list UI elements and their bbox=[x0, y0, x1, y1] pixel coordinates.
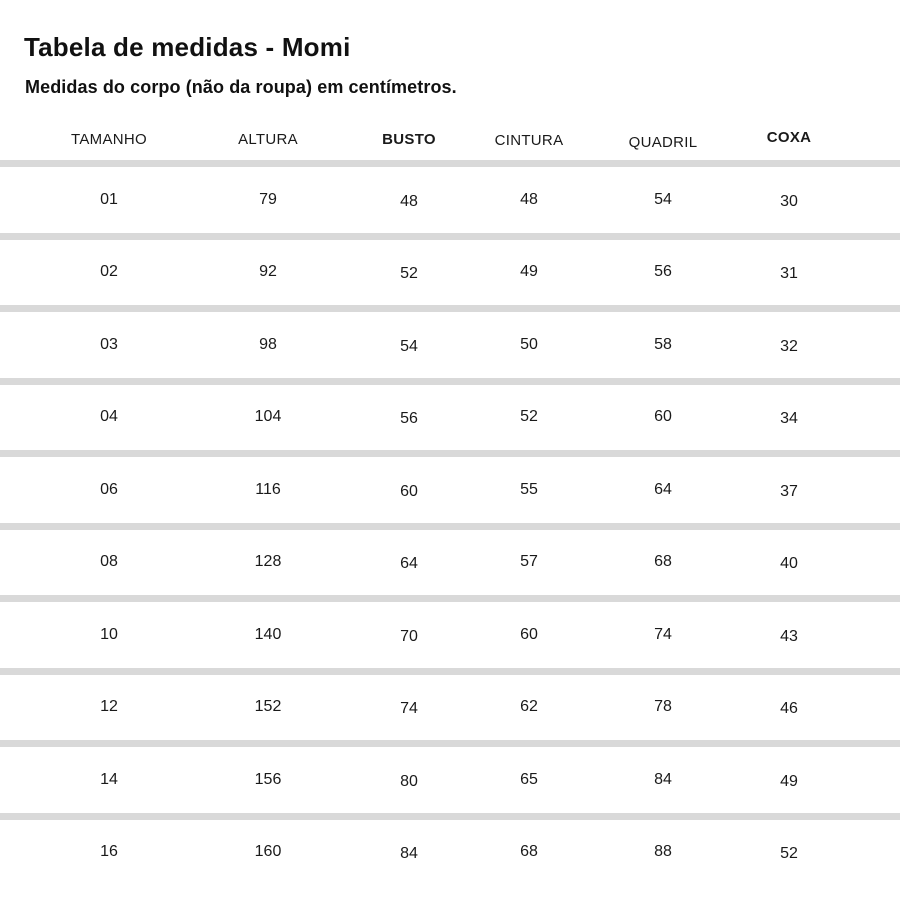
column-header-busto: BUSTO bbox=[382, 130, 436, 148]
table-row: 12 152 74 62 78 46 bbox=[0, 675, 900, 741]
table-cell: 84 bbox=[654, 770, 672, 788]
table-cell: 56 bbox=[654, 263, 672, 281]
table-cell: 48 bbox=[400, 192, 418, 210]
measurements-table: TAMANHO ALTURA BUSTO CINTURA QUADRIL COX… bbox=[0, 118, 900, 885]
table-cell: 57 bbox=[520, 553, 538, 571]
table-cell: 10 bbox=[100, 625, 118, 643]
table-row: 02 92 52 49 56 31 bbox=[0, 240, 900, 306]
row-divider bbox=[0, 305, 900, 312]
table-cell: 52 bbox=[520, 408, 538, 426]
table-cell: 80 bbox=[400, 772, 418, 790]
table-cell: 156 bbox=[254, 770, 282, 788]
table-cell: 60 bbox=[654, 408, 672, 426]
table-cell: 54 bbox=[654, 190, 672, 208]
table-row: 01 79 48 48 54 30 bbox=[0, 167, 900, 233]
table-cell: 56 bbox=[400, 410, 418, 428]
table-row: 03 98 54 50 58 32 bbox=[0, 312, 900, 378]
table-cell: 74 bbox=[400, 700, 418, 718]
row-divider bbox=[0, 377, 900, 385]
table-cell: 14 bbox=[100, 770, 118, 788]
table-cell: 31 bbox=[780, 265, 798, 283]
table-cell: 55 bbox=[520, 480, 538, 498]
column-header-cintura: CINTURA bbox=[494, 131, 564, 149]
row-divider bbox=[0, 740, 900, 747]
table-cell: 79 bbox=[259, 190, 277, 208]
table-cell: 49 bbox=[780, 772, 798, 790]
table-cell: 54 bbox=[400, 337, 418, 355]
row-divider bbox=[0, 160, 900, 167]
table-cell: 68 bbox=[520, 843, 538, 861]
table-row: 08 128 64 57 68 40 bbox=[0, 530, 900, 596]
table-cell: 140 bbox=[254, 625, 282, 643]
column-header-coxa: COXA bbox=[766, 128, 812, 146]
table-cell: 30 bbox=[780, 192, 798, 210]
table-cell: 04 bbox=[100, 408, 118, 426]
column-header-quadril: QUADRIL bbox=[628, 133, 698, 151]
table-row: 14 156 80 65 84 49 bbox=[0, 747, 900, 813]
table-cell: 50 bbox=[520, 335, 538, 353]
table-cell: 104 bbox=[254, 408, 282, 426]
table-cell: 52 bbox=[780, 845, 798, 863]
table-cell: 60 bbox=[400, 482, 418, 500]
table-cell: 12 bbox=[100, 698, 118, 716]
table-cell: 43 bbox=[780, 627, 798, 645]
table-cell: 60 bbox=[520, 625, 538, 643]
row-divider bbox=[0, 232, 900, 240]
table-row: 10 140 70 60 74 43 bbox=[0, 602, 900, 668]
row-divider bbox=[0, 595, 900, 602]
table-cell: 40 bbox=[780, 555, 798, 573]
table-cell: 116 bbox=[255, 480, 281, 498]
table-cell: 160 bbox=[254, 843, 282, 861]
table-cell: 128 bbox=[254, 553, 282, 571]
table-cell: 88 bbox=[654, 843, 672, 861]
table-header-row: TAMANHO ALTURA BUSTO CINTURA QUADRIL COX… bbox=[0, 118, 900, 160]
table-row: 06 116 60 55 64 37 bbox=[0, 457, 900, 523]
column-header-altura: ALTURA bbox=[238, 130, 298, 148]
table-cell: 65 bbox=[520, 770, 538, 788]
table-cell: 08 bbox=[100, 553, 118, 571]
table-cell: 37 bbox=[780, 482, 798, 500]
table-cell: 06 bbox=[100, 480, 118, 498]
page-subtitle: Medidas do corpo (não da roupa) em centí… bbox=[25, 77, 457, 97]
table-cell: 74 bbox=[654, 625, 672, 643]
table-cell: 16 bbox=[100, 843, 118, 861]
table-cell: 48 bbox=[520, 190, 538, 208]
table-cell: 92 bbox=[259, 263, 277, 281]
table-cell: 70 bbox=[400, 627, 418, 645]
table-cell: 32 bbox=[780, 337, 798, 355]
row-divider bbox=[0, 667, 900, 675]
column-header-tamanho: TAMANHO bbox=[71, 130, 147, 148]
table-cell: 62 bbox=[520, 698, 538, 716]
table-row: 04 104 56 52 60 34 bbox=[0, 385, 900, 451]
table-cell: 03 bbox=[100, 335, 118, 353]
table-row: 16 160 84 68 88 52 bbox=[0, 820, 900, 886]
table-cell: 84 bbox=[400, 845, 418, 863]
row-divider bbox=[0, 450, 900, 457]
table-cell: 152 bbox=[254, 698, 282, 716]
row-divider bbox=[0, 812, 900, 820]
table-cell: 64 bbox=[400, 555, 418, 573]
table-cell: 58 bbox=[654, 335, 672, 353]
table-cell: 78 bbox=[654, 698, 672, 716]
row-divider bbox=[0, 522, 900, 530]
table-cell: 02 bbox=[100, 263, 118, 281]
table-body: 01 79 48 48 54 30 02 92 52 49 56 31 03 98 54 50 58 32 04 10… bbox=[0, 160, 900, 885]
table-cell: 52 bbox=[400, 265, 418, 283]
table-cell: 46 bbox=[780, 700, 798, 718]
table-cell: 98 bbox=[259, 335, 277, 353]
table-cell: 34 bbox=[780, 410, 798, 428]
page-title: Tabela de medidas - Momi bbox=[24, 32, 351, 62]
table-cell: 68 bbox=[654, 553, 672, 571]
table-cell: 64 bbox=[654, 480, 672, 498]
table-cell: 01 bbox=[100, 190, 118, 208]
table-cell: 49 bbox=[520, 263, 538, 281]
